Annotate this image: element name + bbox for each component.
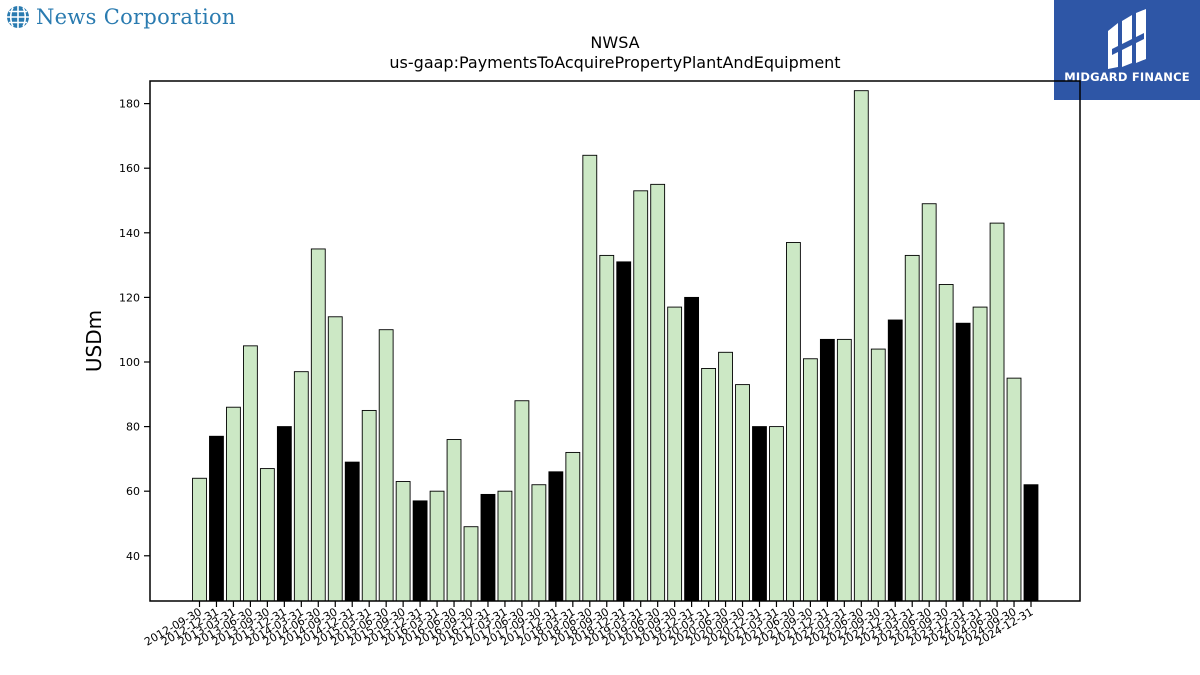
- bar: [972, 306, 988, 602]
- y-axis-ticks: 40 60 80 100 120 140 160 180: [119, 98, 150, 563]
- bar: [209, 435, 224, 602]
- bar: [853, 90, 869, 602]
- bar: [752, 426, 767, 602]
- bar: [802, 358, 818, 602]
- bar: [582, 154, 598, 602]
- bar: [1006, 377, 1022, 602]
- y-tick-label: 140: [119, 227, 140, 240]
- bar: [378, 329, 394, 602]
- bar: [446, 439, 462, 602]
- bar: [463, 526, 479, 602]
- bar: [769, 426, 784, 602]
- bar: [650, 183, 666, 602]
- bar: [989, 222, 1005, 602]
- y-tick-label: 180: [119, 98, 140, 111]
- y-tick-label: 160: [119, 162, 140, 175]
- bar: [701, 368, 716, 602]
- bar: [480, 493, 496, 602]
- bar: [938, 284, 954, 602]
- bar: [310, 248, 326, 602]
- bar: [667, 306, 683, 602]
- bar: [497, 490, 513, 602]
- y-tick-label: 100: [119, 356, 140, 369]
- y-axis-label: USDm: [82, 310, 106, 372]
- company-name: News Corporation: [36, 5, 236, 29]
- bar: [616, 261, 632, 602]
- bar: [565, 451, 581, 602]
- bar: [735, 384, 750, 602]
- bar: [633, 190, 649, 602]
- bar: [836, 338, 852, 602]
- bar: [327, 316, 343, 602]
- bars-group: [192, 90, 1039, 602]
- bar: [599, 254, 615, 602]
- bar: [718, 351, 733, 602]
- bar: [1023, 484, 1039, 602]
- bar: [429, 490, 445, 602]
- bar: [819, 338, 835, 602]
- plot-frame: [149, 80, 1081, 602]
- bar: [412, 500, 428, 602]
- chart-subtitle: us-gaap:PaymentsToAcquirePropertyPlantAn…: [389, 53, 840, 72]
- midgard-logo-icon: [1108, 9, 1146, 69]
- partner-logo: MIDGARD FINANCE: [1054, 0, 1200, 100]
- bar: [293, 371, 309, 602]
- y-tick-label: 80: [126, 421, 140, 434]
- globe-icon: [7, 6, 29, 28]
- bar: [887, 319, 903, 602]
- bar: [870, 348, 886, 602]
- x-axis-ticks: 2012-09-302012-12-312013-03-312013-06-30…: [142, 601, 1036, 649]
- bar: [259, 468, 275, 602]
- y-tick-label: 120: [119, 291, 140, 304]
- y-tick-label: 60: [126, 485, 140, 498]
- bar: [548, 471, 564, 602]
- bar: [786, 242, 801, 602]
- company-logo: News Corporation: [6, 5, 236, 29]
- bar: [684, 296, 700, 602]
- partner-name: MIDGARD FINANCE: [1064, 70, 1190, 84]
- bar: [242, 345, 258, 602]
- bar: [955, 322, 971, 602]
- bar: [921, 203, 937, 602]
- bar: [514, 400, 530, 602]
- bar: [192, 477, 207, 602]
- y-tick-label: 40: [126, 550, 140, 563]
- bar: [904, 254, 920, 602]
- bar: [531, 484, 547, 602]
- bar: [226, 406, 241, 602]
- bar: [276, 426, 292, 602]
- chart-title: NWSA: [590, 33, 639, 52]
- bar: [395, 481, 411, 602]
- bar: [344, 461, 360, 602]
- bar: [361, 409, 377, 602]
